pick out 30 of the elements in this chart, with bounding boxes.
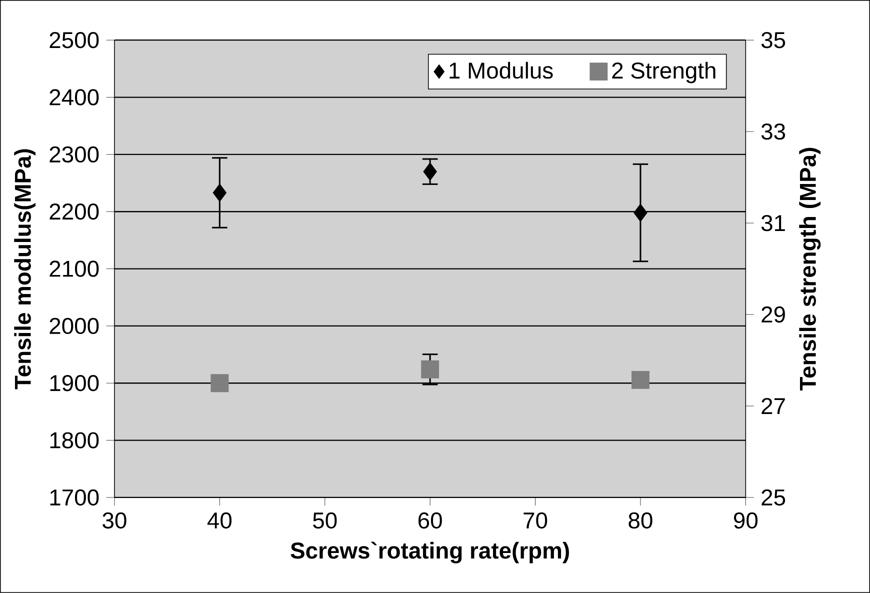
y2-tick-label: 35: [761, 32, 786, 48]
legend-label: 2 Strength: [612, 62, 716, 84]
x-tick-label: 60: [418, 512, 442, 529]
y2-tick-label: 31: [761, 214, 785, 232]
legend-label: 1 Modulus: [450, 62, 553, 79]
y2-axis-title: Tensile strength (MPa): [799, 148, 821, 391]
point: [212, 184, 226, 202]
y-tick-label: 2100: [50, 260, 99, 277]
x-axis-title: Screws`rotating rate(rpm): [290, 542, 569, 564]
x-tick-label: 50: [313, 512, 337, 529]
x-tick-label: 80: [628, 512, 652, 529]
y-tick-label: 1800: [50, 432, 99, 448]
y-tick-label: 2000: [50, 318, 99, 334]
point: [634, 204, 648, 222]
point: [423, 162, 437, 181]
x-tick-label: 40: [207, 512, 232, 529]
y-tick-label: 1700: [50, 489, 99, 506]
y-tick-label: 2300: [50, 146, 99, 163]
y-tick-label: 2200: [50, 204, 99, 220]
y-tick-label: 1900: [50, 375, 99, 392]
y2-tick-label: 29: [762, 306, 785, 323]
x-tick-label: 70: [524, 512, 548, 529]
y-axis-title: Tensile modulus(MPa): [14, 149, 36, 390]
y-tick-label: 2500: [50, 32, 99, 48]
y2-tick-label: 33: [761, 124, 786, 140]
y2-tick-label: 27: [762, 398, 785, 414]
x-tick-label: 30: [102, 512, 126, 529]
x-tick-label: 90: [734, 512, 758, 529]
y-tick-label: 2400: [50, 89, 99, 106]
y2-tick-label: 25: [762, 489, 786, 506]
